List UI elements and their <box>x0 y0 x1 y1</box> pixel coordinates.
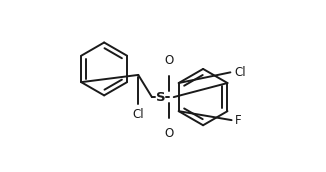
Text: O: O <box>164 127 174 140</box>
Text: S: S <box>156 91 165 104</box>
Text: Cl: Cl <box>132 108 144 121</box>
Text: Cl: Cl <box>235 66 246 79</box>
Text: F: F <box>235 114 241 127</box>
Text: O: O <box>164 54 174 67</box>
